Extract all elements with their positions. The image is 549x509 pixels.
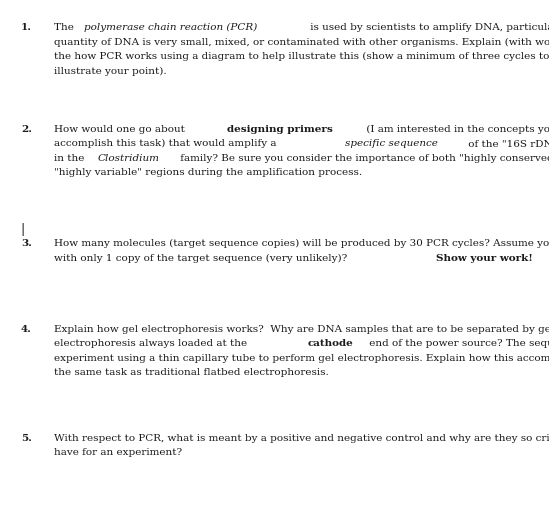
Text: |: | xyxy=(21,223,25,236)
Text: with only 1 copy of the target sequence (very unlikely)?: with only 1 copy of the target sequence … xyxy=(54,254,350,263)
Text: end of the power source? The sequencer in this lab: end of the power source? The sequencer i… xyxy=(366,340,549,348)
Text: of the "16S rDNA," that would be found: of the "16S rDNA," that would be found xyxy=(465,139,549,148)
Text: quantity of DNA is very small, mixed, or contaminated with other organisms. Expl: quantity of DNA is very small, mixed, or… xyxy=(54,38,549,47)
Text: accomplish this task) that would amplify a: accomplish this task) that would amplify… xyxy=(54,139,279,149)
Text: How would one go about: How would one go about xyxy=(54,125,188,134)
Text: 4.: 4. xyxy=(21,325,32,334)
Text: Show your work!: Show your work! xyxy=(436,254,533,263)
Text: (I am interested in the concepts you would use to: (I am interested in the concepts you wou… xyxy=(363,125,549,134)
Text: in the: in the xyxy=(54,154,87,163)
Text: illustrate your point).: illustrate your point). xyxy=(54,67,166,76)
Text: designing primers: designing primers xyxy=(227,125,333,134)
Text: have for an experiment?: have for an experiment? xyxy=(54,448,182,457)
Text: "highly variable" regions during the amplification process.: "highly variable" regions during the amp… xyxy=(54,168,362,178)
Text: cathode: cathode xyxy=(307,340,353,348)
Text: Explain how gel electrophoresis works?  Why are DNA samples that are to be separ: Explain how gel electrophoresis works? W… xyxy=(54,325,549,334)
Text: 1.: 1. xyxy=(21,23,32,32)
Text: 5.: 5. xyxy=(21,434,32,443)
Text: 3.: 3. xyxy=(21,239,32,248)
Text: family? Be sure you consider the importance of both "highly conserved" and: family? Be sure you consider the importa… xyxy=(177,154,549,163)
Text: 2.: 2. xyxy=(21,125,32,134)
Text: polymerase chain reaction (PCR): polymerase chain reaction (PCR) xyxy=(83,23,257,32)
Text: experiment using a thin capillary tube to perform gel electrophoresis. Explain h: experiment using a thin capillary tube t… xyxy=(54,354,549,363)
Text: Clostridium: Clostridium xyxy=(97,154,159,163)
Text: How many molecules (target sequence copies) will be produced by 30 PCR cycles? A: How many molecules (target sequence copi… xyxy=(54,239,549,248)
Text: the how PCR works using a diagram to help illustrate this (show a minimum of thr: the how PCR works using a diagram to hel… xyxy=(54,52,549,61)
Text: The: The xyxy=(54,23,77,32)
Text: the same task as traditional flatbed electrophoresis.: the same task as traditional flatbed ele… xyxy=(54,369,328,378)
Text: With respect to PCR, what is meant by a positive and negative control and why ar: With respect to PCR, what is meant by a … xyxy=(54,434,549,443)
Text: electrophoresis always loaded at the: electrophoresis always loaded at the xyxy=(54,340,250,348)
Text: specific sequence: specific sequence xyxy=(345,139,438,148)
Text: is used by scientists to amplify DNA, particularly when the: is used by scientists to amplify DNA, pa… xyxy=(307,23,549,32)
